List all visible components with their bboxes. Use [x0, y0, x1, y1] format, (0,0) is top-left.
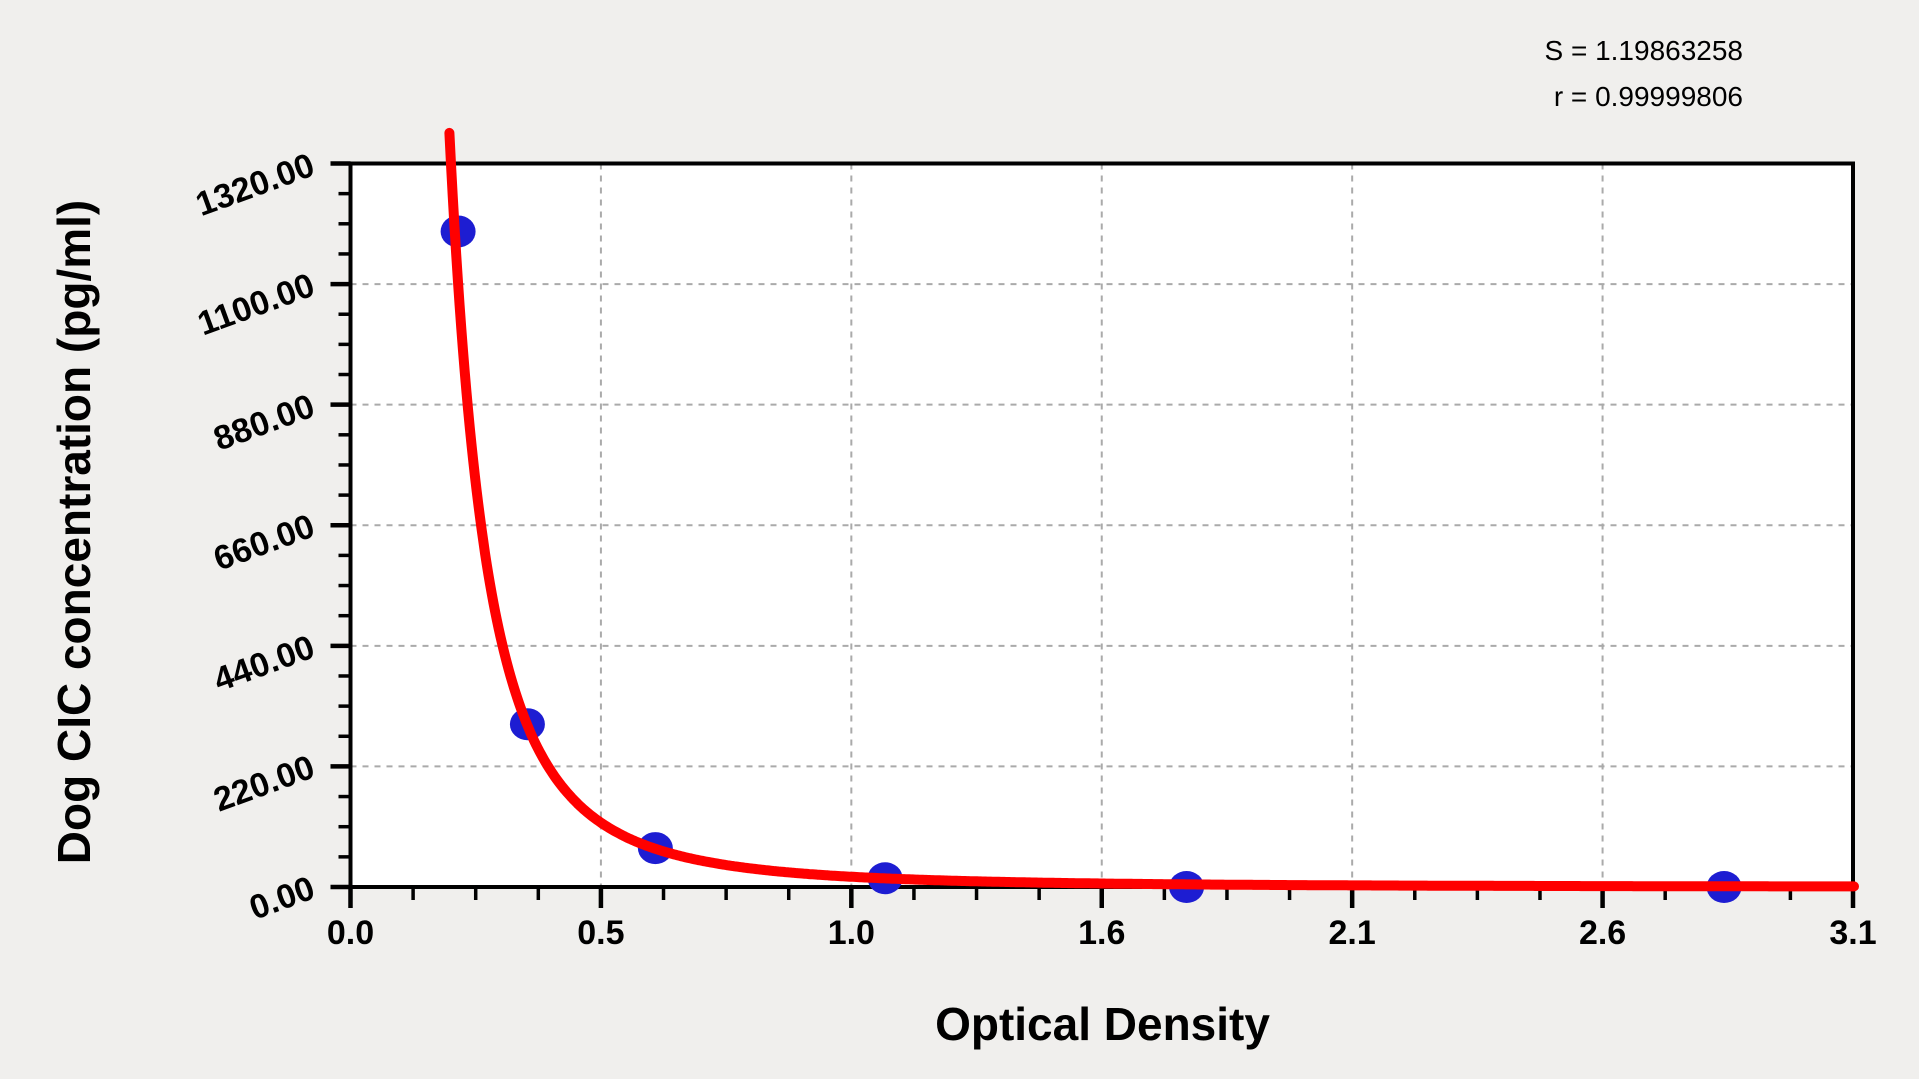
- y-axis-title: Dog CIC concentration (pg/ml): [48, 199, 100, 865]
- fit-statistics: S = 1.19863258 r = 0.99999806: [1544, 28, 1743, 120]
- s-value-text: S = 1.19863258: [1544, 35, 1743, 66]
- r-value-text: r = 0.99999806: [1553, 81, 1743, 112]
- x-tick-label: 2.6: [1578, 914, 1627, 952]
- x-tick-label: 1.6: [1078, 914, 1126, 952]
- x-tick-label: 0.5: [577, 914, 625, 952]
- fit-curve: [444, 127, 1859, 892]
- x-tick-label: 0.0: [326, 914, 375, 952]
- x-tick-label: 2.1: [1328, 914, 1376, 952]
- x-tick-label: 3.1: [1829, 914, 1877, 952]
- x-tick-label: 1.0: [827, 914, 875, 952]
- x-axis-title: Optical Density: [935, 998, 1270, 1050]
